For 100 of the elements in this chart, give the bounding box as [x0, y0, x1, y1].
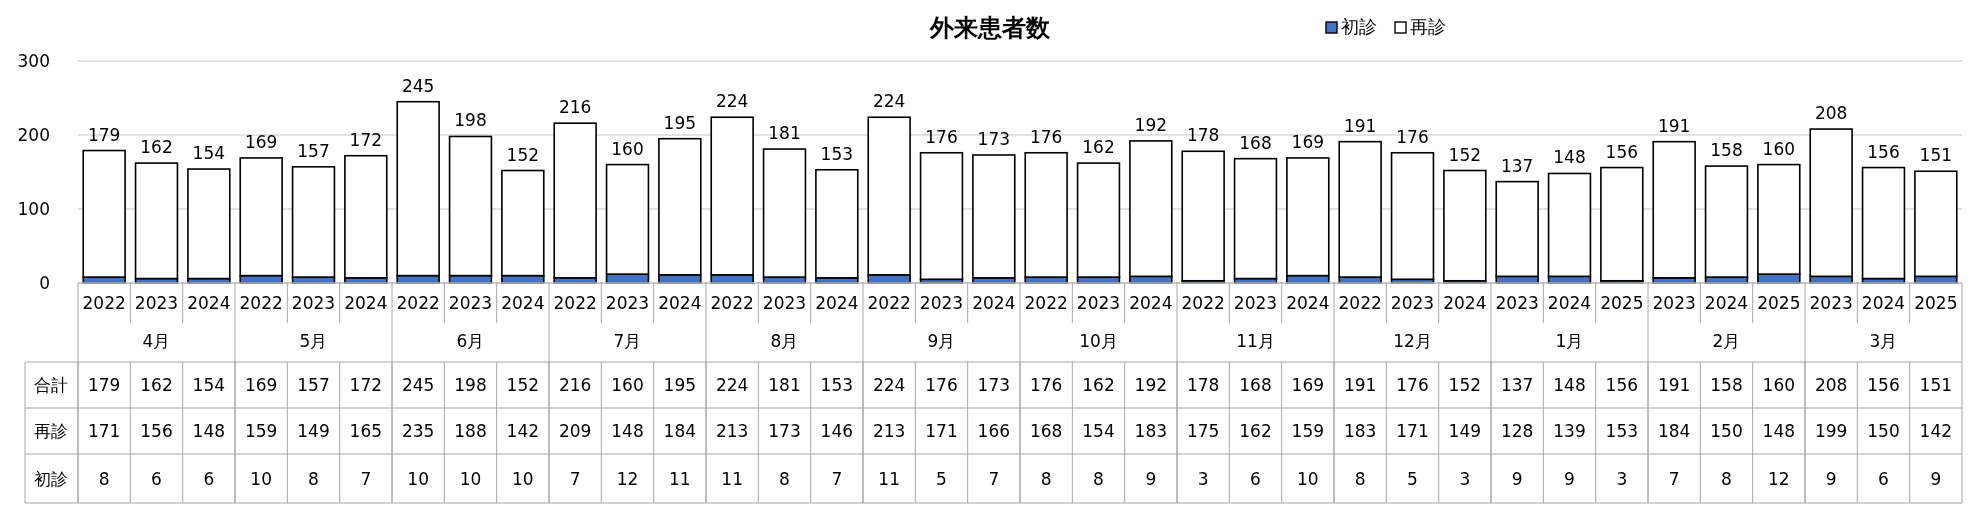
total-label: 160 [611, 138, 644, 159]
text: 151 [1919, 375, 1953, 395]
text: 178 [1186, 375, 1220, 395]
x-tick-label: 2025 [1757, 293, 1801, 313]
text: 195 [663, 375, 697, 395]
text: 216 [558, 375, 592, 395]
total-label: 208 [1814, 103, 1848, 124]
data-label: 8 [1354, 468, 1366, 489]
text: 12月 [1393, 331, 1432, 351]
x-tick-label: 2023 [134, 293, 179, 313]
text: 191 [1657, 375, 1691, 395]
total-label: 195 [663, 112, 697, 133]
data-label: 159 [244, 421, 278, 441]
data-label: 12 [1768, 468, 1790, 489]
legend-label: 再診 [1410, 16, 1446, 37]
data-label: 8 [1721, 468, 1732, 489]
data-label: 128 [1500, 421, 1534, 441]
text: 7月 [613, 331, 642, 351]
total-label: 176 [925, 126, 958, 147]
x-tick-label: 2023 [1076, 293, 1121, 313]
data-label: 175 [1186, 421, 1220, 441]
text: 156 [1605, 375, 1639, 395]
x-tick-label: 2024 [1547, 293, 1592, 313]
data-label: 149 [297, 421, 330, 441]
data-label: 150 [1867, 421, 1900, 441]
total-label: 152 [506, 144, 540, 165]
data-label: 148 [1762, 421, 1796, 441]
x-tick-label: 2023 [448, 293, 493, 313]
data-label: 213 [872, 421, 906, 441]
data-label: 10 [1297, 468, 1319, 489]
text: 176 [925, 375, 958, 395]
data-label: 5 [936, 468, 947, 489]
text: 合計 [34, 375, 68, 395]
x-tick-label: 2022 [1181, 293, 1225, 313]
data-label: 148 [192, 421, 226, 441]
total-label: 169 [1291, 131, 1325, 152]
total-label: 216 [558, 97, 592, 118]
y-tick-label: 300 [17, 51, 50, 71]
data-label: 5 [1407, 468, 1418, 489]
data-label: 154 [1082, 421, 1115, 441]
text: 176 [1396, 375, 1429, 395]
total-label: 169 [244, 131, 278, 152]
data-label: 7 [831, 468, 843, 489]
text: 9月 [927, 331, 956, 351]
text: 154 [192, 375, 226, 395]
data-label: 8 [779, 468, 790, 489]
text: 168 [1239, 375, 1272, 395]
x-tick-label: 2024 [1443, 293, 1487, 313]
x-tick-label: 2024 [1704, 293, 1749, 313]
data-label: 8 [98, 468, 110, 489]
x-tick-label: 2022 [239, 293, 283, 313]
total-label: 198 [454, 110, 487, 131]
total-label: 181 [768, 123, 801, 144]
total-label: 157 [297, 140, 330, 161]
data-label: 199 [1814, 421, 1848, 441]
text: 初診 [34, 468, 68, 489]
total-label: 158 [1710, 140, 1743, 161]
data-label: 146 [820, 421, 854, 441]
data-label: 148 [611, 421, 644, 441]
data-label: 6 [203, 468, 215, 489]
data-label: 171 [925, 421, 958, 441]
data-label: 171 [1396, 421, 1429, 441]
data-label: 11 [669, 468, 691, 489]
total-label: 191 [1657, 115, 1691, 136]
total-label: 245 [401, 75, 435, 96]
total-label: 137 [1500, 155, 1534, 176]
data-label: 9 [1825, 468, 1837, 489]
data-label: 184 [1657, 421, 1691, 441]
total-label: 148 [1553, 147, 1586, 168]
text: 162 [140, 375, 173, 395]
data-label: 9 [1564, 468, 1575, 489]
data-label: 3 [1616, 468, 1628, 489]
x-tick-label: 2024 [1129, 293, 1173, 313]
total-label: 154 [192, 143, 226, 164]
data-label: 6 [151, 468, 162, 489]
data-label: 6 [1878, 468, 1889, 489]
data-label: 9 [1930, 468, 1942, 489]
text: 157 [297, 375, 330, 395]
text: 148 [1553, 375, 1586, 395]
text: 1月 [1555, 331, 1584, 351]
text: 再診 [34, 421, 68, 441]
data-label: 7 [988, 468, 1000, 489]
data-label: 171 [87, 421, 121, 441]
text: 5月 [299, 331, 328, 351]
data-label: 10 [459, 468, 482, 489]
text: 152 [506, 375, 540, 395]
data-label: 153 [1605, 421, 1639, 441]
data-label: 11 [721, 468, 743, 489]
data-label: 7 [569, 468, 581, 489]
text: 191 [1343, 375, 1377, 395]
x-tick-label: 2024 [972, 293, 1016, 313]
x-tick-label: 2023 [762, 293, 807, 313]
data-label: 165 [349, 421, 383, 441]
data-label: 159 [1291, 421, 1325, 441]
total-label: 153 [820, 143, 854, 164]
y-tick-label: 200 [17, 125, 50, 145]
text: 8月 [770, 331, 799, 351]
y-tick-label: 0 [39, 273, 50, 293]
text: 4月 [142, 331, 171, 351]
x-tick-label: 2023 [291, 293, 336, 313]
